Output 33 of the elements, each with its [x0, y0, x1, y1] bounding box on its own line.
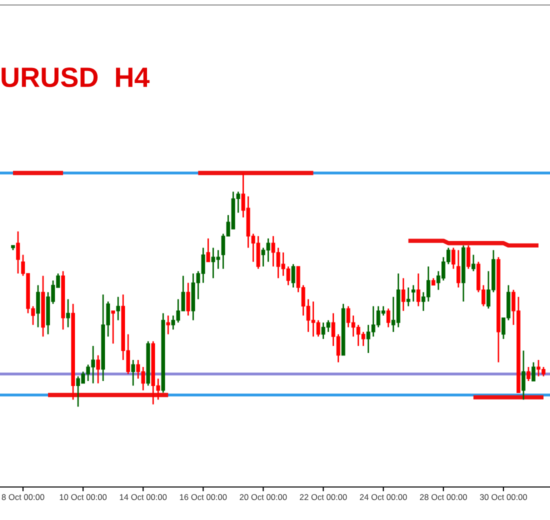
- candlestick: [96, 354, 100, 384]
- x-tick-label: 20 Oct 00:00: [240, 494, 287, 500]
- candlestick: [416, 272, 420, 307]
- candlestick: [116, 296, 120, 321]
- x-tick-label: 28 Oct 00:00: [420, 494, 467, 500]
- x-tick-label: 14 Oct 00:00: [120, 494, 167, 500]
- x-tick-label: 8 Oct 00:00: [2, 494, 44, 500]
- candlestick: [401, 277, 406, 312]
- candlestick: [452, 247, 456, 270]
- candlestick: [36, 284, 40, 328]
- candlestick: [532, 362, 536, 382]
- x-tick-label: 22 Oct 00:00: [300, 494, 347, 500]
- candlestick: [291, 263, 296, 288]
- x-tick-label: 30 Oct 00:00: [480, 494, 527, 500]
- candlestick: [466, 244, 470, 270]
- candlestick: [411, 284, 416, 302]
- candlestick: [66, 298, 70, 328]
- candlestick: [111, 310, 116, 344]
- candlestick: [206, 238, 210, 262]
- candlestick: [522, 350, 526, 400]
- candlestick: [472, 254, 476, 272]
- x-tick-label: 16 Oct 00:00: [180, 494, 227, 500]
- candlestick: [131, 359, 136, 386]
- candlestick: [456, 249, 460, 288]
- candlestick: [166, 314, 170, 335]
- x-tick-label: 24 Oct 00:00: [360, 494, 407, 500]
- candlestick: [526, 366, 530, 382]
- candlestick: [16, 230, 20, 274]
- candlestick: [386, 308, 390, 328]
- candlestick: [186, 282, 190, 316]
- x-tick-label: 10 Oct 00:00: [60, 494, 107, 500]
- candlestick: [406, 286, 410, 307]
- chart-title: URUSD H4: [2, 67, 150, 88]
